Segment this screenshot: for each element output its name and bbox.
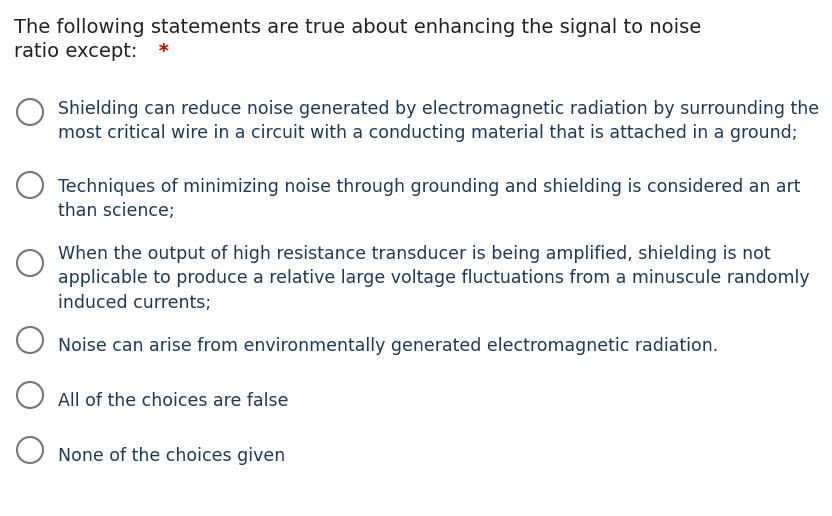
Text: Shielding can reduce noise generated by electromagnetic radiation by surrounding: Shielding can reduce noise generated by … — [58, 100, 820, 142]
Text: When the output of high resistance transducer is being amplified, shielding is n: When the output of high resistance trans… — [58, 245, 810, 312]
Text: ratio except:: ratio except: — [14, 42, 137, 61]
Text: All of the choices are false: All of the choices are false — [58, 392, 289, 410]
Text: None of the choices given: None of the choices given — [58, 447, 285, 465]
Text: Techniques of minimizing noise through grounding and shielding is considered an : Techniques of minimizing noise through g… — [58, 178, 800, 220]
Text: *: * — [152, 42, 169, 61]
Text: The following statements are true about enhancing the signal to noise: The following statements are true about … — [14, 18, 701, 37]
Text: Noise can arise from environmentally generated electromagnetic radiation.: Noise can arise from environmentally gen… — [58, 337, 718, 355]
